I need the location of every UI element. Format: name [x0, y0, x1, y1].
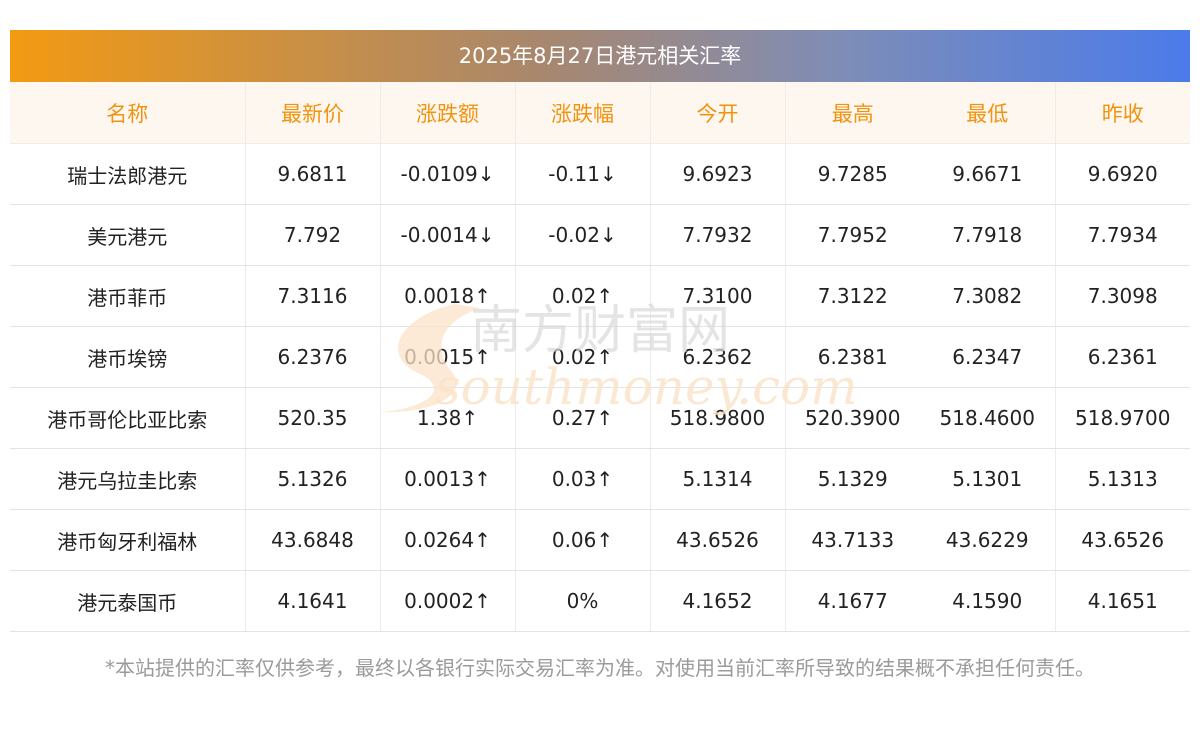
- cell-prev-close: 7.7934: [1055, 204, 1190, 266]
- cell-latest: 4.1641: [245, 570, 381, 632]
- cell-high: 43.7133: [785, 509, 920, 571]
- column-header-change-pct: 涨跌幅: [515, 82, 651, 144]
- cell-change: -0.0109↓: [380, 143, 516, 205]
- cell-open: 518.9800: [650, 387, 786, 449]
- table-row: 美元港元 7.792 -0.0014↓ -0.02↓ 7.7932 7.7952 7.791…: [10, 204, 1190, 266]
- table-row: 港元乌拉圭比索 5.1326 0.0013↑ 0.03↑ 5.1314 5.1329 5.1…: [10, 448, 1190, 510]
- cell-prev-close: 4.1651: [1055, 570, 1190, 632]
- cell-latest: 43.6848: [245, 509, 381, 571]
- cell-change-pct: 0.03↑: [515, 448, 651, 510]
- cell-low: 43.6229: [920, 509, 1056, 571]
- disclaimer-note: *本站提供的汇率仅供参考，最终以各银行实际交易汇率为准。对使用当前汇率所导致的结…: [105, 656, 1095, 680]
- column-header-latest: 最新价: [245, 82, 381, 144]
- cell-open: 4.1652: [650, 570, 786, 632]
- cell-open: 7.3100: [650, 265, 786, 327]
- cell-latest: 6.2376: [245, 326, 381, 388]
- cell-latest: 5.1326: [245, 448, 381, 510]
- cell-high: 6.2381: [785, 326, 920, 388]
- table-row: 瑞士法郎港元 9.6811 -0.0109↓ -0.11↓ 9.6923 9.7285 9.…: [10, 143, 1190, 205]
- cell-high: 520.3900: [785, 387, 920, 449]
- cell-low: 7.3082: [920, 265, 1056, 327]
- cell-low: 518.4600: [920, 387, 1056, 449]
- cell-low: 5.1301: [920, 448, 1056, 510]
- cell-open: 5.1314: [650, 448, 786, 510]
- cell-change-pct: 0.02↑: [515, 265, 651, 327]
- cell-open: 9.6923: [650, 143, 786, 205]
- table-row: 港元泰国币 4.1641 0.0002↑ 0% 4.1652 4.1677 4.1590 4.…: [10, 570, 1190, 632]
- column-header-prev-close: 昨收: [1055, 82, 1190, 144]
- column-header-change: 涨跌额: [380, 82, 516, 144]
- cell-high: 9.7285: [785, 143, 920, 205]
- table-row: 港币菲币 7.3116 0.0018↑ 0.02↑ 7.3100 7.3122 7.3082…: [10, 265, 1190, 327]
- cell-low: 9.6671: [920, 143, 1056, 205]
- table-row: 港币哥伦比亚比索 520.35 1.38↑ 0.27↑ 518.9800 520.3900…: [10, 387, 1190, 449]
- cell-prev-close: 9.6920: [1055, 143, 1190, 205]
- table-title: 2025年8月27日港元相关汇率: [10, 30, 1190, 82]
- cell-latest: 520.35: [245, 387, 381, 449]
- cell-prev-close: 43.6526: [1055, 509, 1190, 571]
- cell-change: 0.0015↑: [380, 326, 516, 388]
- cell-prev-close: 518.9700: [1055, 387, 1190, 449]
- cell-change: 0.0264↑: [380, 509, 516, 571]
- cell-name: 瑞士法郎港元: [10, 143, 246, 205]
- cell-low: 7.7918: [920, 204, 1056, 266]
- cell-high: 7.7952: [785, 204, 920, 266]
- cell-latest: 7.792: [245, 204, 381, 266]
- cell-open: 7.7932: [650, 204, 786, 266]
- column-header-low: 最低: [920, 82, 1056, 144]
- column-header-name: 名称: [10, 82, 246, 144]
- cell-name: 港元泰国币: [10, 570, 246, 632]
- cell-change: 0.0013↑: [380, 448, 516, 510]
- cell-change: 0.0002↑: [380, 570, 516, 632]
- cell-name: 港元乌拉圭比索: [10, 448, 246, 510]
- cell-change: -0.0014↓: [380, 204, 516, 266]
- cell-change-pct: 0.06↑: [515, 509, 651, 571]
- cell-open: 6.2362: [650, 326, 786, 388]
- cell-change-pct: -0.02↓: [515, 204, 651, 266]
- cell-prev-close: 5.1313: [1055, 448, 1190, 510]
- cell-prev-close: 7.3098: [1055, 265, 1190, 327]
- cell-name: 港币菲币: [10, 265, 246, 327]
- column-header-high: 最高: [785, 82, 920, 144]
- cell-change-pct: -0.11↓: [515, 143, 651, 205]
- cell-name: 美元港元: [10, 204, 246, 266]
- cell-change-pct: 0.27↑: [515, 387, 651, 449]
- table-row: 港币匈牙利福林 43.6848 0.0264↑ 0.06↑ 43.6526 43.7133…: [10, 509, 1190, 571]
- cell-latest: 7.3116: [245, 265, 381, 327]
- header-row: 名称 最新价 涨跌额 涨跌幅 今开 最高 最低 昨收: [10, 82, 1190, 144]
- cell-low: 4.1590: [920, 570, 1056, 632]
- cell-change: 1.38↑: [380, 387, 516, 449]
- cell-latest: 9.6811: [245, 143, 381, 205]
- column-header-open: 今开: [650, 82, 786, 144]
- cell-change-pct: 0%: [515, 570, 651, 632]
- cell-low: 6.2347: [920, 326, 1056, 388]
- exchange-rate-table: 名称 最新价 涨跌额 涨跌幅 今开 最高 最低 昨收 瑞士法郎港元 9.6811-…: [10, 82, 1190, 632]
- cell-name: 港币埃镑: [10, 326, 246, 388]
- cell-prev-close: 6.2361: [1055, 326, 1190, 388]
- cell-name: 港币哥伦比亚比索: [10, 387, 246, 449]
- cell-open: 43.6526: [650, 509, 786, 571]
- cell-high: 4.1677: [785, 570, 920, 632]
- cell-high: 5.1329: [785, 448, 920, 510]
- cell-change-pct: 0.02↑: [515, 326, 651, 388]
- cell-name: 港币匈牙利福林: [10, 509, 246, 571]
- cell-change: 0.0018↑: [380, 265, 516, 327]
- table-row: 港币埃镑 6.2376 0.0015↑ 0.02↑ 6.2362 6.2381 6.2347…: [10, 326, 1190, 388]
- cell-high: 7.3122: [785, 265, 920, 327]
